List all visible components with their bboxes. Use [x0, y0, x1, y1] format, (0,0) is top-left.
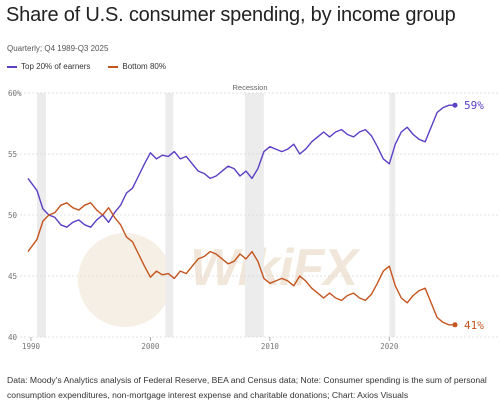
y-tick-label: 40 — [8, 333, 18, 342]
x-tick-label: 2010 — [261, 342, 280, 351]
legend-item-bottom80: Bottom 80% — [108, 62, 166, 71]
y-tick-label: 45 — [8, 272, 17, 281]
series-line — [27, 202, 455, 326]
series-end-point — [452, 102, 458, 108]
chart-title: Share of U.S. consumer spending, by inco… — [6, 4, 456, 26]
x-tick-label: 1990 — [22, 342, 41, 351]
series-end-point — [452, 322, 458, 328]
watermark-logo — [78, 233, 172, 327]
recession-label: Recession — [232, 83, 267, 92]
legend-swatch-bottom80 — [108, 65, 119, 68]
y-tick-label: 55 — [8, 150, 17, 159]
series-line — [27, 104, 455, 228]
series-end-label: 59% — [464, 99, 484, 112]
series-end-label: 41% — [464, 319, 484, 332]
source-note: Data: Moody's Analytics analysis of Fede… — [7, 375, 487, 400]
legend: Top 20% of earners Bottom 80% — [7, 62, 166, 71]
legend-swatch-top20 — [7, 65, 17, 68]
legend-label-top20: Top 20% of earners — [21, 62, 91, 71]
legend-item-top20: Top 20% of earners — [7, 62, 90, 71]
x-tick-label: 2020 — [380, 342, 399, 351]
x-tick-label: 2000 — [141, 342, 160, 351]
y-tick-label: 60% — [8, 89, 22, 98]
chart-subtitle: Quarterly; Q4 1989-Q3 2025 — [7, 44, 109, 53]
y-tick-label: 50 — [8, 211, 18, 220]
legend-label-bottom80: Bottom 80% — [122, 62, 166, 71]
watermark-text: WikiFX — [190, 239, 358, 297]
